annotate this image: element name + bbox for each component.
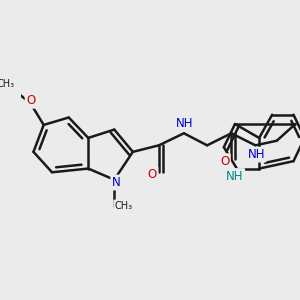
Text: O: O — [26, 94, 35, 107]
Text: CH₃: CH₃ — [0, 79, 15, 89]
Text: NH: NH — [226, 169, 244, 182]
Text: N: N — [112, 176, 121, 189]
Text: CH₃: CH₃ — [115, 201, 133, 211]
Text: O: O — [148, 168, 157, 181]
Text: NH: NH — [176, 118, 194, 130]
Text: O: O — [220, 154, 230, 168]
Text: NH: NH — [248, 148, 265, 161]
